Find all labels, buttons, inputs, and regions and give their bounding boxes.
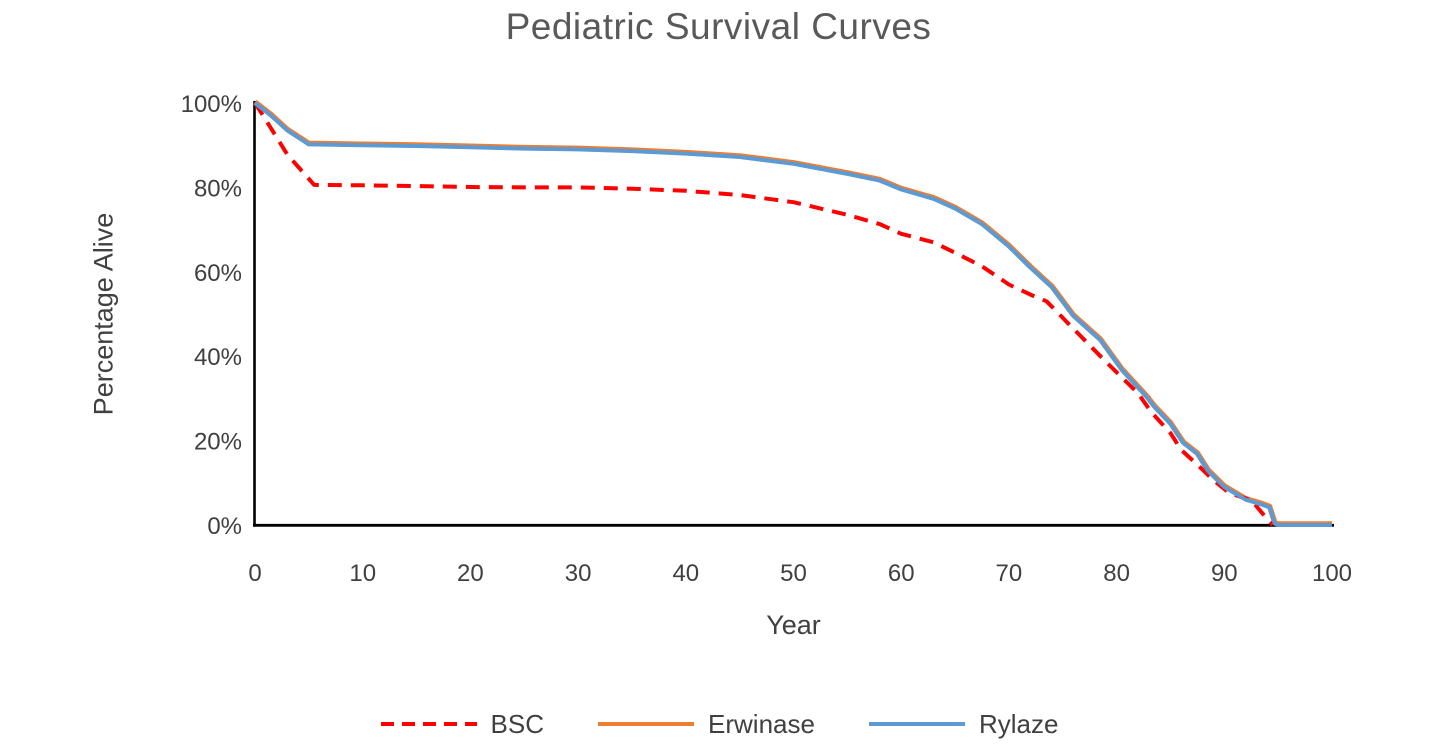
- legend-line-bsc-icon: [380, 722, 477, 726]
- x-tick-label: 10: [349, 560, 376, 587]
- legend-item-erwinase: Erwinase: [596, 709, 815, 740]
- legend-label: BSC: [490, 708, 545, 739]
- x-tick-label: 100: [1312, 560, 1352, 587]
- y-tick-label: 60%: [194, 260, 242, 287]
- x-tick-label: 50: [780, 560, 807, 587]
- x-tick-label: 40: [672, 560, 699, 587]
- legend-label: Erwinase: [708, 708, 815, 739]
- legend: BSC Erwinase Rylaze: [0, 706, 1437, 742]
- y-tick-label: 40%: [194, 344, 242, 371]
- x-tick-label: 20: [457, 560, 484, 587]
- x-tick-label: 70: [996, 560, 1023, 587]
- legend-line-erwinase-icon: [598, 722, 695, 726]
- chart-title: Pediatric Survival Curves: [505, 6, 932, 47]
- y-tick-label: 20%: [194, 429, 242, 456]
- y-tick-label: 0%: [207, 513, 242, 540]
- series-line-rylaze: [253, 101, 1332, 527]
- x-axis-title: Year: [766, 610, 821, 640]
- x-tick-label: 90: [1211, 560, 1238, 587]
- series-line-bsc: [253, 101, 1275, 527]
- y-tick-label: 80%: [194, 175, 242, 202]
- legend-item-bsc: BSC: [379, 709, 544, 740]
- x-tick-label: 30: [565, 560, 592, 587]
- legend-line-rylaze-icon: [868, 722, 965, 726]
- x-tick-label: 80: [1103, 560, 1130, 587]
- x-tick-label: 60: [888, 560, 915, 587]
- legend-item-rylaze: Rylaze: [867, 709, 1058, 740]
- legend-label: Rylaze: [978, 708, 1059, 739]
- y-tick-label: 100%: [181, 91, 242, 118]
- x-tick-label: 0: [248, 560, 261, 587]
